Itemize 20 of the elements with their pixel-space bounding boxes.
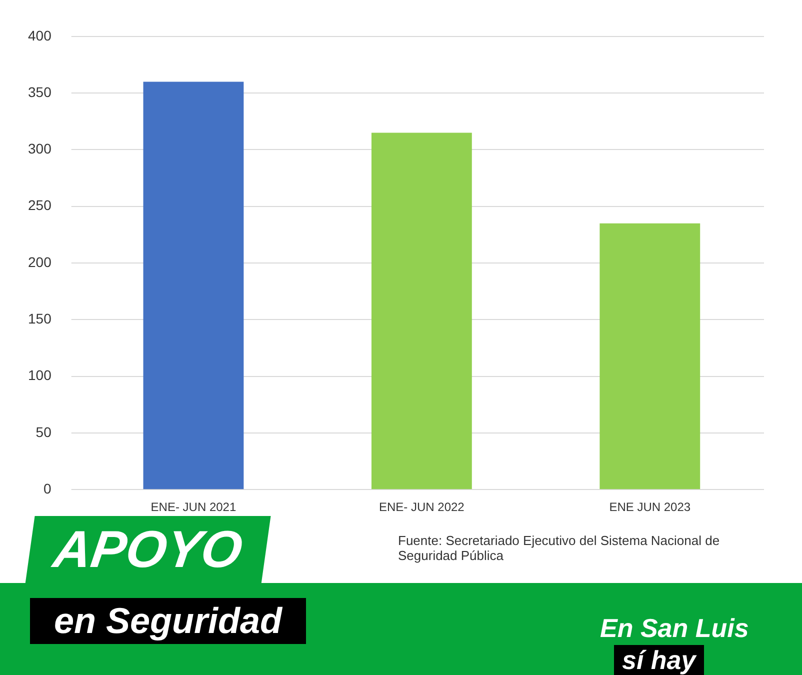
y-tick-label: 200	[28, 254, 52, 270]
y-tick-label: 50	[36, 424, 52, 440]
text: APOYO	[25, 516, 271, 584]
text: En San Luis	[600, 613, 749, 644]
y-tick-label: 400	[28, 27, 52, 44]
text: en Seguridad	[30, 598, 306, 644]
y-tick-label: 100	[28, 367, 52, 384]
y-tick-label: 150	[28, 310, 52, 327]
bar	[600, 223, 700, 490]
text: sí hay	[614, 645, 704, 675]
y-tick-label: 0	[44, 480, 52, 496]
y-tick-label: 250	[28, 197, 52, 214]
y-tick-label: 350	[28, 84, 52, 100]
bar	[371, 132, 472, 490]
x-tick-label: ENE JUN 2023	[609, 500, 691, 514]
y-tick-label: 300	[28, 140, 52, 157]
bar	[143, 82, 244, 490]
source-note: Fuente: Secretariado Ejecutivo del Sistema Nacional de Seguridad Pública	[398, 533, 721, 563]
x-tick-label: ENE- JUN 2021	[150, 500, 236, 514]
x-tick-label: ENE- JUN 2022	[378, 500, 465, 514]
